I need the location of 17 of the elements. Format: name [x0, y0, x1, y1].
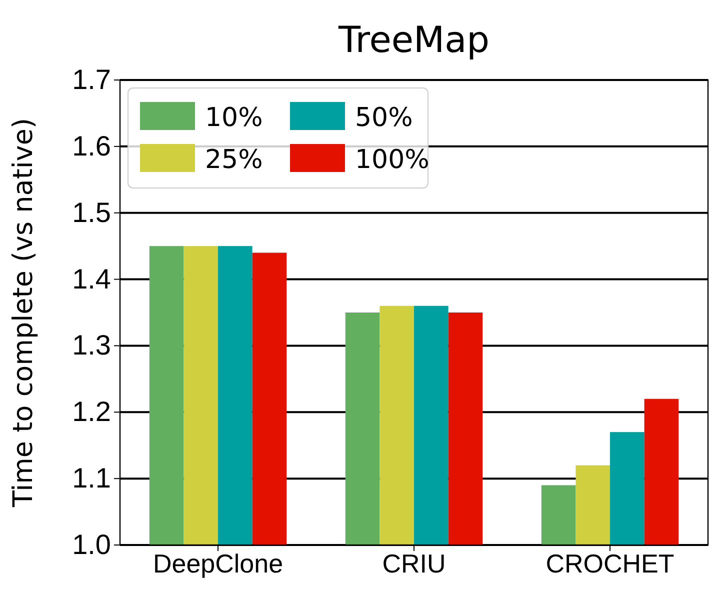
y-tick-label: 1.0 [72, 528, 111, 560]
y-axis-title: Time to complete (vs native) [8, 118, 39, 508]
x-tick-label: CRIU [382, 548, 446, 578]
y-tick-label: 1.5 [72, 196, 111, 228]
y-tick-label: 1.2 [72, 396, 111, 428]
x-tick-label: CROCHET [546, 548, 674, 578]
legend-label: 50% [355, 103, 413, 133]
legend-label: 10% [205, 103, 263, 133]
legend-label: 100% [355, 145, 430, 175]
y-tick-label: 1.1 [72, 462, 111, 494]
y-tick-label: 1.6 [72, 130, 111, 162]
legend-label: 25% [205, 145, 263, 175]
chart-title: TreeMap [338, 20, 490, 61]
x-tick-label: DeepClone [152, 548, 284, 578]
y-tick-label: 1.4 [72, 263, 111, 294]
y-tick-label: 1.7 [72, 64, 111, 95]
y-tick-label: 1.3 [72, 330, 111, 361]
